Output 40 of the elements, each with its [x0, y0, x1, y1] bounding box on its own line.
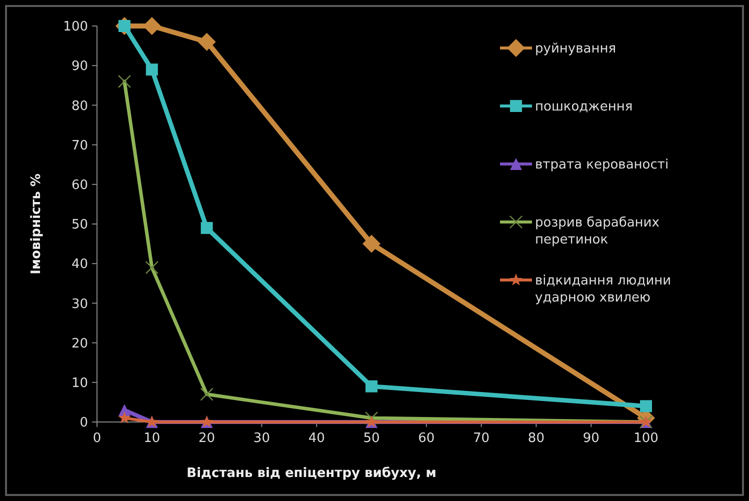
- y-tick-label: 60: [71, 178, 88, 193]
- y-tick-label: 70: [71, 138, 88, 154]
- point: [145, 260, 158, 274]
- y-axis-title: Імовірність %: [29, 174, 44, 274]
- y-tick-label: 50: [71, 218, 88, 233]
- legend-label: пошкодження: [535, 100, 633, 115]
- y-tick-label: 90: [71, 59, 88, 74]
- legend-label: відкидання людини ударною хвилею: [535, 274, 672, 306]
- point: [118, 411, 131, 424]
- x-tick-label: 80: [528, 431, 544, 446]
- point: [200, 222, 213, 234]
- legend-label: розрив барабаних перетинок: [535, 216, 660, 248]
- point: [118, 74, 132, 88]
- y-tick-label: 30: [71, 296, 88, 312]
- point: [640, 400, 652, 412]
- x-axis-title: Відстань від епіцентру вибуху, м: [186, 466, 436, 481]
- x-tick-label: 30: [253, 431, 270, 446]
- x-tick-label: 0: [92, 431, 102, 446]
- x-tick-label: 90: [582, 431, 600, 446]
- y-tick-label: 0: [80, 416, 88, 431]
- y-tick-label: 20: [71, 336, 88, 352]
- x-tick-label: 10: [144, 431, 160, 446]
- x-tick-label: 60: [418, 431, 435, 446]
- y-tick-label: 80: [71, 98, 88, 114]
- point: [362, 234, 380, 253]
- x-tick-label: 20: [198, 431, 216, 446]
- point: [200, 388, 214, 401]
- legend-label: втрата керованості: [535, 158, 669, 173]
- x-tick-label: 50: [363, 431, 380, 446]
- x-tick-label: 70: [473, 431, 490, 446]
- point: [364, 411, 378, 425]
- point: [366, 380, 378, 392]
- x-tick-label: 100: [634, 431, 658, 446]
- y-tick-label: 10: [71, 376, 88, 391]
- point: [198, 32, 216, 51]
- y-tick-label: 40: [71, 257, 88, 272]
- point: [146, 64, 158, 76]
- y-tick-label: 100: [63, 20, 88, 35]
- x-tick-label: 40: [308, 431, 325, 446]
- legend-label: руйнування: [535, 42, 616, 57]
